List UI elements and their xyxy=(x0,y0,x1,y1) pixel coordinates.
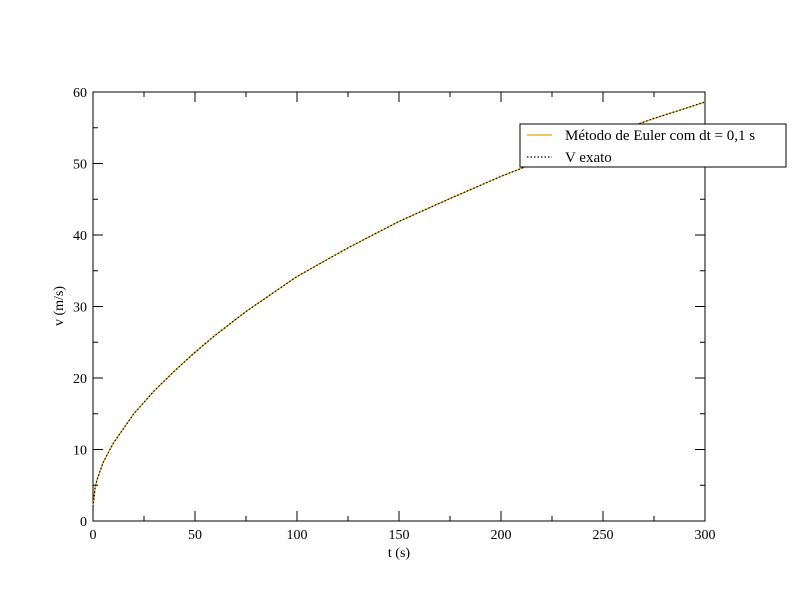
y-tick-label: 40 xyxy=(73,229,87,244)
x-axis-title: t (s) xyxy=(388,546,411,561)
legend-label-exact: V exato xyxy=(565,150,612,166)
y-tick-label: 30 xyxy=(73,301,87,316)
x-tick-label: 100 xyxy=(287,528,308,543)
y-tick-label: 50 xyxy=(73,158,87,173)
x-tick-label: 300 xyxy=(695,528,716,543)
x-tick-label: 150 xyxy=(389,528,410,543)
ticks-layer: 0 50 100 150 200 250 300 0 10 20 30 40 50 60 xyxy=(73,86,716,543)
legend-label-euler: Método de Euler com dt = 0,1 s xyxy=(565,128,755,144)
x-tick-label: 50 xyxy=(188,528,202,543)
x-tick-label: 250 xyxy=(593,528,614,543)
y-tick-label: 60 xyxy=(73,86,87,101)
x-tick-label: 0 xyxy=(90,528,97,543)
y-axis-title: v (m/s) xyxy=(52,286,67,326)
legend-box xyxy=(519,123,787,168)
series-line-exact xyxy=(92,101,706,507)
x-tick-label: 200 xyxy=(491,528,512,543)
y-tick-label: 0 xyxy=(80,515,87,530)
y-tick-label: 10 xyxy=(73,444,87,459)
legend: Método de Euler com dt = 0,1 s V exato xyxy=(519,123,787,168)
y-tick-label: 20 xyxy=(73,372,87,387)
